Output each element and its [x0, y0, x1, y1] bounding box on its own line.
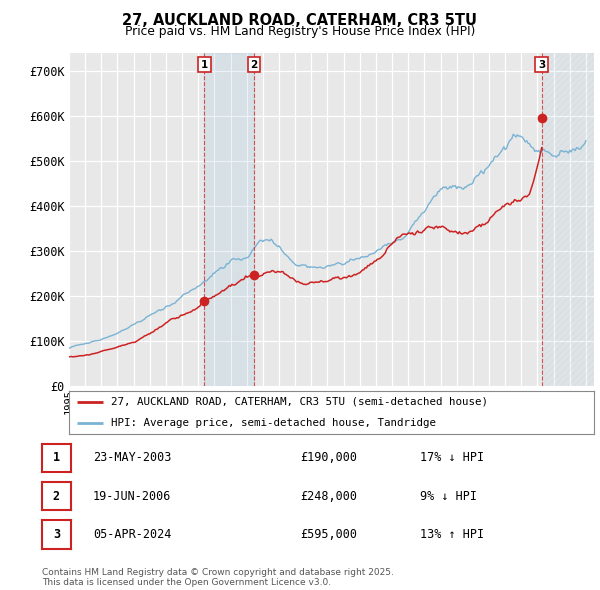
Text: 27, AUCKLAND ROAD, CATERHAM, CR3 5TU: 27, AUCKLAND ROAD, CATERHAM, CR3 5TU: [122, 13, 478, 28]
Text: Price paid vs. HM Land Registry's House Price Index (HPI): Price paid vs. HM Land Registry's House …: [125, 25, 475, 38]
Text: 2: 2: [53, 490, 60, 503]
Text: £595,000: £595,000: [300, 528, 357, 541]
Text: 3: 3: [53, 528, 60, 541]
Bar: [205, 53, 254, 386]
Text: Contains HM Land Registry data © Crown copyright and database right 2025.
This d: Contains HM Land Registry data © Crown c…: [42, 568, 394, 587]
Text: 19-JUN-2006: 19-JUN-2006: [93, 490, 172, 503]
Text: 27, AUCKLAND ROAD, CATERHAM, CR3 5TU (semi-detached house): 27, AUCKLAND ROAD, CATERHAM, CR3 5TU (se…: [111, 397, 488, 407]
Text: £248,000: £248,000: [300, 490, 357, 503]
Text: 1: 1: [201, 60, 208, 70]
Text: 3: 3: [538, 60, 545, 70]
Text: HPI: Average price, semi-detached house, Tandridge: HPI: Average price, semi-detached house,…: [111, 418, 436, 428]
Bar: [542, 53, 594, 386]
Text: £190,000: £190,000: [300, 451, 357, 464]
Text: 13% ↑ HPI: 13% ↑ HPI: [420, 528, 484, 541]
Text: 23-MAY-2003: 23-MAY-2003: [93, 451, 172, 464]
Text: 2: 2: [250, 60, 258, 70]
Text: 9% ↓ HPI: 9% ↓ HPI: [420, 490, 477, 503]
Text: 17% ↓ HPI: 17% ↓ HPI: [420, 451, 484, 464]
Text: 05-APR-2024: 05-APR-2024: [93, 528, 172, 541]
Text: 1: 1: [53, 451, 60, 464]
